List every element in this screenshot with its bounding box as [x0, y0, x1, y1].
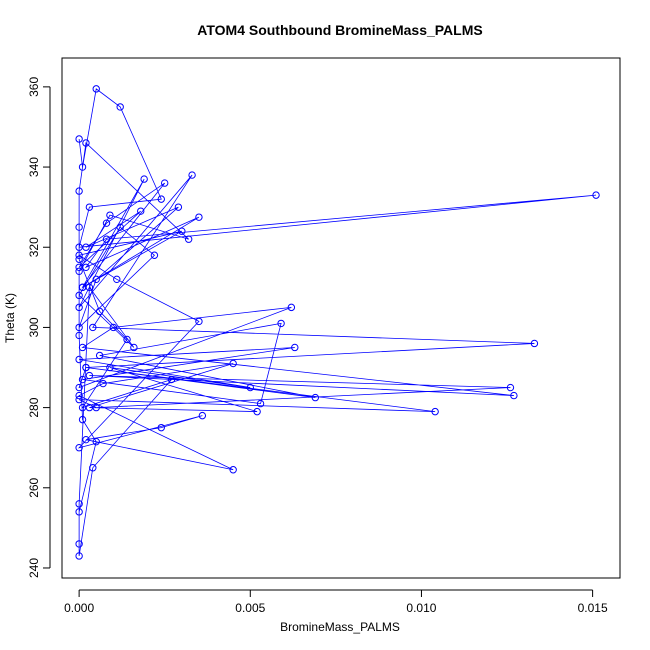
- data-point: [530, 339, 539, 348]
- data-point: [75, 395, 83, 404]
- data-point: [198, 411, 207, 420]
- data-point: [75, 303, 83, 312]
- data-point: [75, 135, 83, 143]
- data-point: [75, 391, 83, 400]
- data-point: [75, 263, 83, 271]
- data-point: [89, 323, 97, 332]
- y-tick-label: 300: [27, 317, 41, 337]
- data-point: [75, 500, 83, 508]
- data-point: [95, 351, 104, 360]
- data-point: [85, 203, 94, 211]
- plot-frame: [61, 57, 621, 579]
- data-point: [75, 291, 83, 300]
- data-point: [150, 251, 159, 259]
- data-point: [75, 443, 83, 452]
- data-point: [157, 423, 165, 432]
- data-point: [102, 219, 111, 227]
- data-point: [75, 267, 83, 275]
- data-point: [78, 403, 87, 412]
- data-point: [167, 375, 176, 384]
- y-tick-label: 340: [27, 157, 41, 177]
- data-point: [184, 235, 193, 243]
- data-point: [95, 307, 104, 316]
- data-point: [75, 383, 83, 392]
- data-point: [229, 359, 237, 368]
- data-point: [75, 540, 83, 548]
- data-point: [431, 407, 439, 416]
- x-tick-label: 0.015: [578, 601, 608, 615]
- y-tick-label: 240: [27, 558, 41, 578]
- data-point: [78, 343, 87, 352]
- data-point: [592, 191, 600, 199]
- data-point: [116, 223, 124, 231]
- data-point: [140, 175, 148, 183]
- data-point: [85, 283, 94, 292]
- data-point: [174, 203, 183, 211]
- data-point: [106, 211, 114, 219]
- data-point: [82, 139, 90, 147]
- y-axis-label: Theta (K): [3, 293, 17, 343]
- x-tick-label: 0.000: [64, 601, 94, 615]
- data-point: [78, 163, 87, 171]
- data-point: [157, 195, 165, 203]
- data-point: [178, 227, 186, 235]
- data-point: [75, 355, 83, 364]
- data-point: [246, 383, 254, 392]
- data-point: [160, 179, 169, 187]
- data-point: [123, 335, 131, 344]
- data-point: [116, 103, 124, 111]
- data-point: [106, 363, 114, 372]
- data-point: [75, 508, 83, 516]
- data-point: [311, 393, 320, 402]
- data-point: [102, 235, 111, 243]
- data-point: [75, 323, 83, 332]
- data-point: [99, 379, 107, 388]
- y-tick-label: 280: [27, 397, 41, 417]
- data-point: [75, 552, 83, 560]
- y-tick-label: 260: [27, 477, 41, 497]
- x-tick-label: 0.005: [235, 601, 265, 615]
- x-axis-label: BromineMass_PALMS: [280, 620, 400, 634]
- data-point: [75, 331, 83, 340]
- data-point: [75, 187, 83, 195]
- data-point: [75, 251, 83, 259]
- series-line: [77, 88, 597, 557]
- chart-title: ATOM4 Southbound BromineMass_PALMS: [197, 22, 482, 38]
- data-point: [92, 85, 100, 93]
- y-tick-label: 360: [27, 77, 41, 97]
- data-point: [78, 415, 87, 424]
- data-point: [195, 317, 203, 326]
- data-point: [92, 275, 100, 284]
- data-point: [291, 343, 299, 352]
- data-point: [82, 435, 90, 444]
- data-point: [188, 171, 196, 179]
- data-point: [253, 407, 261, 416]
- data-point: [75, 223, 83, 231]
- data-point: [277, 319, 285, 328]
- data-point: [82, 243, 90, 251]
- data-point: [109, 323, 118, 332]
- data-point: [256, 399, 265, 408]
- data-point: [506, 383, 515, 392]
- data-point: [75, 255, 83, 263]
- data-point: [82, 363, 90, 372]
- data-point: [510, 391, 518, 400]
- data-point: [287, 303, 296, 312]
- data-point: [89, 464, 97, 472]
- data-point: [92, 437, 100, 446]
- data-point: [85, 371, 94, 380]
- data-point: [130, 343, 138, 352]
- data-point: [137, 207, 145, 215]
- x-tick-label: 0.010: [406, 601, 436, 615]
- data-point: [78, 375, 87, 384]
- data-point: [229, 466, 237, 474]
- y-tick-label: 320: [27, 237, 41, 257]
- data-point: [195, 213, 203, 221]
- data-point: [113, 275, 121, 284]
